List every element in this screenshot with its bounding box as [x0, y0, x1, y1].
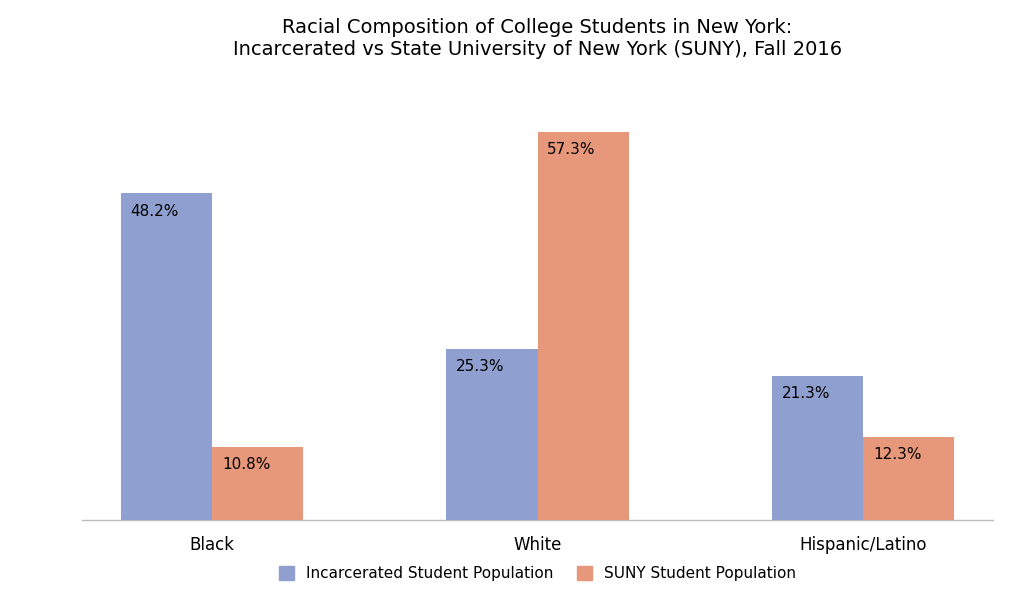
- Bar: [212, 447, 303, 520]
- Bar: [772, 376, 863, 520]
- Bar: [121, 193, 212, 520]
- Text: 48.2%: 48.2%: [131, 204, 179, 218]
- Text: 10.8%: 10.8%: [222, 457, 270, 472]
- Title: Racial Composition of College Students in New York:
Incarcerated vs State Univer: Racial Composition of College Students i…: [233, 18, 842, 59]
- Text: 57.3%: 57.3%: [548, 142, 596, 157]
- Bar: [446, 349, 538, 520]
- Legend: Incarcerated Student Population, SUNY Student Population: Incarcerated Student Population, SUNY St…: [272, 560, 803, 588]
- Text: 21.3%: 21.3%: [781, 386, 830, 401]
- Bar: [863, 437, 954, 520]
- Text: 12.3%: 12.3%: [872, 447, 922, 462]
- Text: 25.3%: 25.3%: [457, 359, 505, 374]
- Bar: [538, 132, 629, 520]
